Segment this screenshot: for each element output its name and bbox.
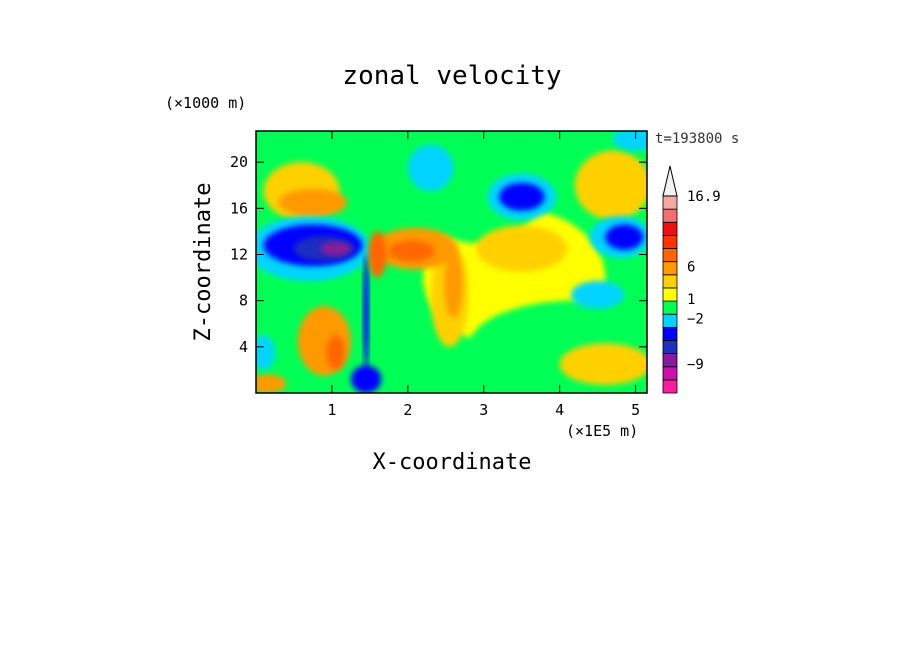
colorbar-swatch [662, 326, 678, 341]
colorbar-label: −2 [687, 311, 704, 327]
colorbar-swatch [662, 366, 678, 381]
y-tick-label: 20 [230, 153, 248, 171]
colorbar-swatch [662, 274, 678, 289]
velocity-region [256, 374, 287, 393]
colorbar [662, 165, 678, 394]
y-unit-label: (×1000 m) [165, 94, 246, 112]
x-tick-label: 5 [631, 401, 640, 419]
colorbar-max-arrow [662, 165, 678, 197]
x-tick-label: 3 [479, 401, 488, 419]
velocity-region [444, 248, 463, 318]
colorbar-label: 16.9 [687, 189, 721, 205]
y-axis-label: Z-coordinate [191, 183, 216, 342]
plot-frame [255, 130, 648, 394]
velocity-region [476, 225, 568, 272]
colorbar-label: −9 [687, 357, 704, 373]
colorbar-swatch [662, 195, 678, 210]
velocity-region [320, 241, 351, 256]
velocity-region [407, 144, 454, 192]
x-axis-ticks: 1 2 3 4 5 [327, 131, 640, 419]
velocity-region [498, 182, 545, 211]
colorbar-swatch [662, 248, 678, 263]
y-axis-ticks: 4 8 12 16 20 [230, 153, 647, 356]
colorbar-swatch [662, 208, 678, 223]
colorbar-swatch [662, 313, 678, 328]
velocity-region [559, 343, 647, 385]
velocity-region [368, 231, 387, 278]
colorbar-swatch [662, 234, 678, 249]
velocity-region [350, 365, 382, 393]
colorbar-swatch [662, 221, 678, 236]
colorbar-swatch [662, 300, 678, 315]
velocity-region [605, 224, 644, 250]
velocity-region [278, 188, 348, 217]
time-label: t=193800 s [655, 131, 739, 147]
colorbar-swatch [662, 340, 678, 355]
x-axis-label: X-coordinate [373, 450, 532, 475]
x-tick-label: 4 [555, 401, 564, 419]
colorbar-label: 1 [687, 292, 695, 308]
velocity-region [297, 306, 351, 376]
velocity-region [363, 254, 370, 370]
colorbar-swatch [662, 353, 678, 368]
velocity-region [612, 131, 647, 151]
chart-title: zonal velocity [342, 61, 561, 91]
x-tick-label: 2 [403, 401, 412, 419]
plot-area [256, 131, 647, 393]
y-tick-label: 8 [239, 292, 248, 310]
y-tick-label: 16 [230, 199, 248, 217]
y-tick-label: 12 [230, 245, 248, 263]
colorbar-swatch [662, 287, 678, 302]
velocity-regions [256, 131, 647, 393]
velocity-region [326, 335, 345, 370]
colorbar-swatch [662, 379, 678, 394]
colorbar-labels: 16.9 6 1 −2 −9 [687, 189, 721, 373]
velocity-region [574, 150, 647, 220]
x-unit-label: (×1E5 m) [566, 422, 638, 440]
velocity-region [256, 335, 275, 370]
y-tick-label: 4 [239, 338, 248, 356]
velocity-region [388, 240, 435, 262]
colorbar-label: 6 [687, 260, 695, 276]
velocity-region [571, 281, 625, 309]
x-tick-label: 1 [327, 401, 336, 419]
colorbar-swatch [662, 261, 678, 276]
